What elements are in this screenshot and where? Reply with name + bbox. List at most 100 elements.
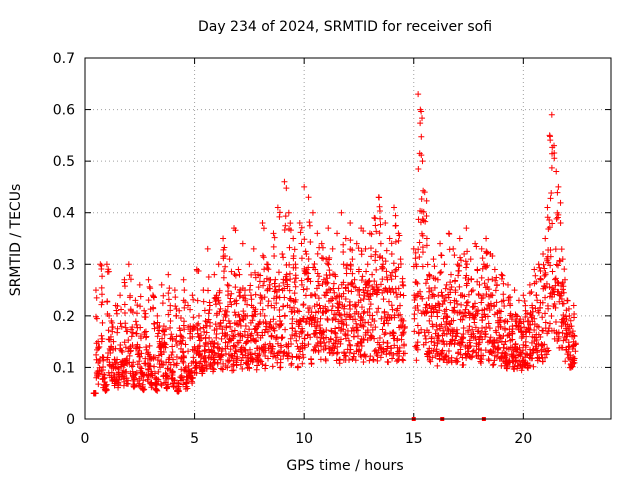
data-point — [210, 368, 217, 375]
data-point — [228, 290, 235, 297]
data-point — [526, 290, 533, 297]
data-point — [423, 242, 430, 249]
data-point — [376, 230, 383, 237]
data-point — [190, 296, 197, 303]
data-point — [385, 320, 392, 327]
data-point — [167, 324, 174, 331]
data-point — [422, 332, 429, 339]
data-point — [294, 307, 301, 314]
data-point — [100, 357, 107, 364]
data-point — [293, 337, 300, 344]
data-point — [165, 311, 172, 318]
data-point — [105, 266, 112, 273]
data-point — [469, 348, 476, 355]
data-point — [308, 355, 315, 362]
data-point — [511, 287, 518, 294]
data-point — [322, 303, 329, 310]
data-point — [198, 354, 205, 361]
data-point — [314, 334, 321, 341]
data-point — [105, 327, 112, 334]
data-point — [292, 261, 299, 268]
data-point — [440, 338, 447, 345]
data-point — [429, 321, 436, 328]
data-point — [181, 287, 188, 294]
data-point — [469, 287, 476, 294]
data-point — [335, 285, 342, 292]
data-point — [400, 317, 407, 324]
data-point — [322, 356, 329, 363]
data-point — [287, 335, 294, 342]
data-point — [385, 298, 392, 305]
data-point — [352, 316, 359, 323]
data-point — [182, 386, 189, 393]
data-point — [476, 281, 483, 288]
data-point — [490, 343, 497, 350]
data-point — [439, 292, 446, 299]
data-point — [286, 261, 293, 268]
data-point — [296, 348, 303, 355]
data-point — [368, 253, 375, 260]
data-point — [560, 311, 567, 318]
data-point — [394, 305, 401, 312]
data-point — [129, 363, 136, 370]
data-point — [190, 354, 197, 361]
data-point — [557, 220, 564, 227]
data-point — [438, 252, 445, 259]
data-point — [294, 364, 301, 371]
data-point — [248, 302, 255, 309]
data-point — [430, 347, 437, 354]
data-point — [495, 349, 502, 356]
data-point — [496, 307, 503, 314]
data-point — [219, 346, 226, 353]
data-point — [337, 312, 344, 319]
data-point — [558, 246, 565, 253]
data-point — [240, 316, 247, 323]
data-point — [439, 347, 446, 354]
data-point — [287, 276, 294, 283]
data-point — [304, 276, 311, 283]
data-point — [342, 235, 349, 242]
data-point — [454, 300, 461, 307]
data-point — [379, 326, 386, 333]
data-point — [241, 328, 248, 335]
data-point — [551, 155, 558, 162]
data-point — [419, 249, 426, 256]
data-point — [169, 369, 176, 376]
data-point — [215, 297, 222, 304]
data-point — [180, 276, 187, 283]
data-point — [545, 305, 552, 312]
data-point — [306, 219, 313, 226]
data-point — [413, 357, 420, 364]
data-point — [431, 342, 438, 349]
data-point — [273, 334, 280, 341]
data-point — [281, 294, 288, 301]
data-point — [324, 289, 331, 296]
data-point — [384, 339, 391, 346]
data-point — [498, 275, 505, 282]
data-point — [132, 318, 139, 325]
data-point — [233, 359, 240, 366]
data-point — [459, 362, 466, 369]
data-point — [97, 261, 104, 268]
data-point — [380, 261, 387, 268]
data-point — [182, 364, 189, 371]
data-point — [134, 302, 141, 309]
data-point — [380, 339, 387, 346]
data-point — [542, 354, 549, 361]
data-point — [396, 344, 403, 351]
data-point — [303, 285, 310, 292]
data-point — [198, 335, 205, 342]
data-point — [439, 301, 446, 308]
data-point — [262, 362, 269, 369]
data-point — [110, 346, 117, 353]
data-point — [345, 287, 352, 294]
data-point — [456, 267, 463, 274]
data-point — [416, 239, 423, 246]
data-point — [517, 324, 524, 331]
data-point — [129, 342, 136, 349]
data-point — [384, 358, 391, 365]
data-point — [127, 292, 134, 299]
data-point — [347, 237, 354, 244]
data-point — [433, 326, 440, 333]
data-point — [146, 342, 153, 349]
